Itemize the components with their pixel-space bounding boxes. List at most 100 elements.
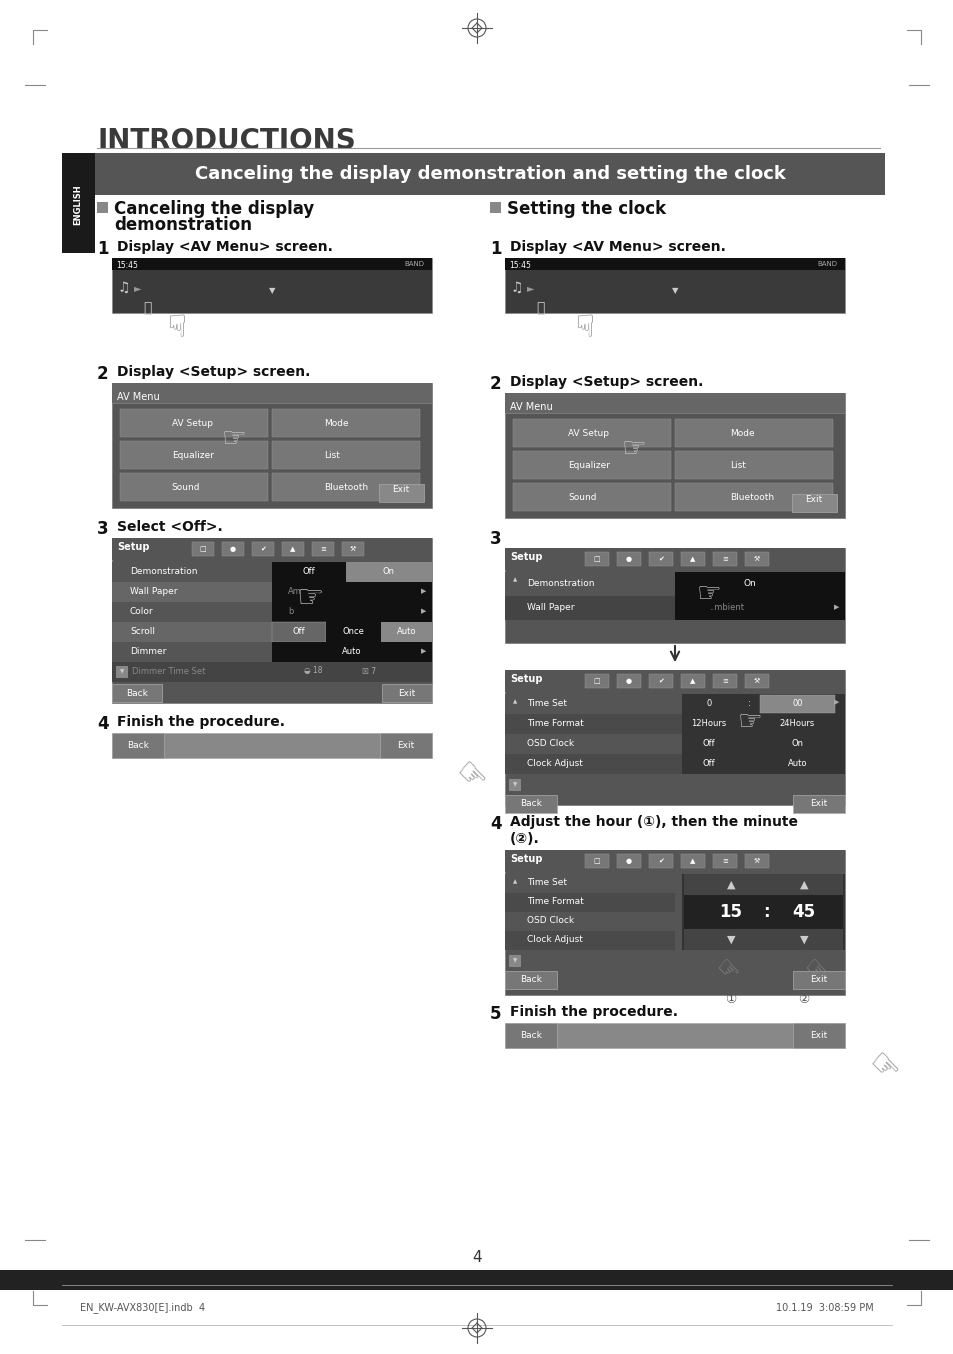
Text: ☒ 7: ☒ 7 [361, 666, 375, 676]
Text: ▲: ▲ [513, 578, 517, 582]
FancyBboxPatch shape [792, 1024, 844, 1048]
FancyBboxPatch shape [504, 714, 844, 734]
Text: ≡: ≡ [721, 858, 727, 864]
Text: ▲: ▲ [690, 858, 695, 864]
FancyBboxPatch shape [504, 850, 844, 995]
FancyBboxPatch shape [504, 596, 844, 620]
Text: 45: 45 [792, 903, 815, 921]
Text: Display <Setup> screen.: Display <Setup> screen. [117, 366, 310, 379]
Text: ▶: ▶ [833, 604, 838, 611]
FancyBboxPatch shape [681, 714, 844, 734]
Text: Mode: Mode [323, 418, 348, 428]
FancyBboxPatch shape [272, 621, 326, 642]
FancyBboxPatch shape [504, 548, 844, 570]
FancyBboxPatch shape [112, 733, 164, 758]
Text: ▲: ▲ [513, 880, 517, 884]
FancyBboxPatch shape [112, 621, 432, 642]
FancyBboxPatch shape [504, 1024, 844, 1048]
Text: Dimmer Time Set: Dimmer Time Set [132, 666, 205, 676]
Text: ◒ 18: ◒ 18 [304, 666, 322, 676]
Text: On: On [742, 578, 756, 588]
Text: Wall Paper: Wall Paper [130, 586, 177, 596]
FancyBboxPatch shape [760, 735, 834, 753]
Text: ☞: ☞ [157, 313, 186, 340]
Text: Time Format: Time Format [526, 896, 583, 906]
Text: 4: 4 [490, 815, 501, 833]
Text: Auto: Auto [342, 646, 361, 655]
Text: ▼: ▼ [671, 287, 678, 295]
Text: ▲: ▲ [290, 546, 295, 552]
Text: Demonstration: Demonstration [130, 566, 197, 575]
Text: ▼: ▼ [120, 669, 124, 674]
Text: Mode: Mode [730, 428, 754, 437]
Text: Equalizer: Equalizer [172, 451, 213, 459]
FancyBboxPatch shape [380, 621, 432, 642]
Text: Time Set: Time Set [526, 877, 566, 887]
FancyBboxPatch shape [513, 451, 670, 479]
FancyBboxPatch shape [112, 642, 432, 662]
Text: BAND: BAND [816, 261, 836, 267]
FancyBboxPatch shape [509, 955, 520, 967]
Text: Finish the procedure.: Finish the procedure. [117, 715, 285, 728]
Text: Off: Off [293, 627, 305, 635]
Text: (②).: (②). [510, 831, 539, 846]
Text: OSD Clock: OSD Clock [526, 917, 574, 925]
Text: EN_KW-AVX830[E].indb  4: EN_KW-AVX830[E].indb 4 [80, 1303, 205, 1313]
Text: Display <AV Menu> screen.: Display <AV Menu> screen. [510, 240, 725, 255]
FancyBboxPatch shape [712, 674, 737, 688]
Text: □: □ [199, 546, 206, 552]
FancyBboxPatch shape [744, 552, 768, 566]
Text: Auto: Auto [787, 758, 806, 768]
Text: ▼: ▼ [800, 934, 807, 944]
FancyBboxPatch shape [112, 582, 432, 603]
FancyBboxPatch shape [381, 684, 432, 701]
FancyBboxPatch shape [584, 552, 608, 566]
Text: Exit: Exit [804, 496, 821, 505]
Text: Scroll: Scroll [130, 627, 154, 635]
Text: 12Hours: 12Hours [691, 719, 726, 727]
Text: b: b [288, 607, 294, 616]
Text: Dimmer: Dimmer [130, 646, 166, 655]
Text: Am: Am [288, 586, 301, 596]
Text: ♫: ♫ [510, 282, 522, 295]
FancyBboxPatch shape [272, 441, 419, 468]
FancyBboxPatch shape [504, 894, 675, 913]
Text: Setup: Setup [510, 552, 542, 562]
FancyBboxPatch shape [504, 548, 844, 643]
FancyBboxPatch shape [112, 538, 432, 561]
Text: Exit: Exit [392, 486, 409, 494]
FancyBboxPatch shape [504, 695, 844, 714]
FancyBboxPatch shape [345, 562, 432, 582]
FancyBboxPatch shape [112, 684, 162, 701]
FancyBboxPatch shape [680, 854, 704, 868]
FancyBboxPatch shape [744, 854, 768, 868]
FancyBboxPatch shape [681, 695, 844, 714]
Text: Equalizer: Equalizer [568, 460, 610, 470]
Text: ▲: ▲ [690, 678, 695, 684]
Text: :: : [762, 903, 769, 921]
Text: ⚒: ⚒ [753, 678, 760, 684]
Text: 👋: 👋 [536, 301, 543, 315]
Text: Wall Paper: Wall Paper [526, 603, 574, 612]
Text: ☞: ☞ [564, 313, 594, 340]
Text: ☞: ☞ [737, 708, 761, 737]
FancyBboxPatch shape [112, 383, 432, 403]
Text: Off: Off [302, 566, 314, 575]
FancyBboxPatch shape [272, 582, 432, 603]
Text: Exit: Exit [398, 688, 416, 697]
FancyBboxPatch shape [282, 542, 304, 556]
Text: Off: Off [702, 738, 715, 747]
FancyBboxPatch shape [504, 873, 675, 894]
Text: Back: Back [126, 688, 148, 697]
Text: 10.1.19  3:08:59 PM: 10.1.19 3:08:59 PM [776, 1303, 873, 1313]
Text: ▶: ▶ [420, 608, 426, 613]
FancyBboxPatch shape [712, 854, 737, 868]
Text: ☞: ☞ [696, 580, 720, 608]
FancyBboxPatch shape [675, 483, 832, 510]
Text: 4: 4 [472, 1251, 481, 1266]
FancyBboxPatch shape [504, 913, 675, 932]
Text: Setup: Setup [510, 854, 542, 864]
Text: Time Set: Time Set [526, 699, 566, 708]
Text: OSD Clock: OSD Clock [526, 738, 574, 747]
Text: ✔: ✔ [658, 556, 663, 562]
